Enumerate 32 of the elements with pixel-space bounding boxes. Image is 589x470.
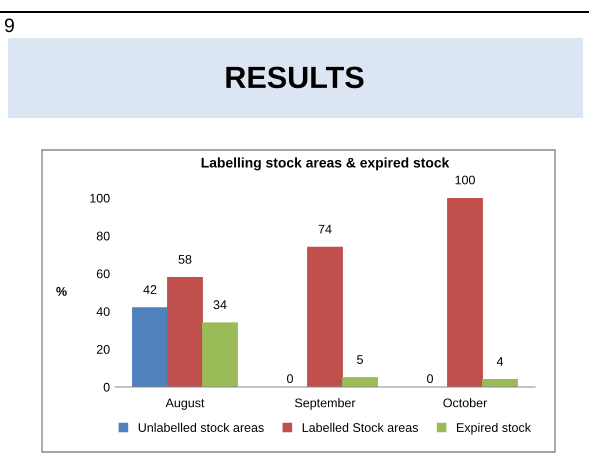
text: RESULTS (226, 66, 364, 88)
y-tick-label: 20 (96, 345, 110, 354)
bar (132, 307, 168, 387)
bar (167, 276, 203, 387)
x-tick-label: August (166, 398, 204, 410)
y-tick-label: 100 (90, 194, 110, 203)
bar (307, 246, 343, 387)
y-tick-label: 40 (96, 307, 110, 316)
data-label: 58 (178, 254, 192, 264)
bar (202, 322, 238, 387)
y-tick-label: 0 (104, 382, 110, 392)
bar (447, 198, 483, 387)
data-label: 100 (456, 176, 475, 184)
data-label: 5 (357, 355, 363, 364)
legend-label: Labelled Stock areas (302, 422, 418, 432)
legend-label: Expired stock (456, 422, 531, 434)
legend-label: Unlabelled stock areas (138, 422, 264, 432)
data-label: 34 (214, 300, 227, 310)
x-tick-label: September (295, 398, 356, 410)
x-tick-label: October (443, 398, 488, 408)
text: 9 (4, 18, 14, 32)
data-label: 42 (143, 285, 156, 294)
chart-title: Labelling stock areas & expired stock (202, 157, 450, 170)
data-label: 0 (287, 374, 293, 384)
data-label: 0 (427, 374, 433, 384)
y-tick-label: 60 (96, 269, 110, 278)
data-label: 74 (318, 224, 332, 234)
bar (342, 377, 378, 387)
y-tick-label: 80 (96, 232, 110, 240)
data-label: 4 (496, 357, 504, 366)
y-axis-title: % (56, 287, 67, 296)
bar (482, 379, 518, 387)
